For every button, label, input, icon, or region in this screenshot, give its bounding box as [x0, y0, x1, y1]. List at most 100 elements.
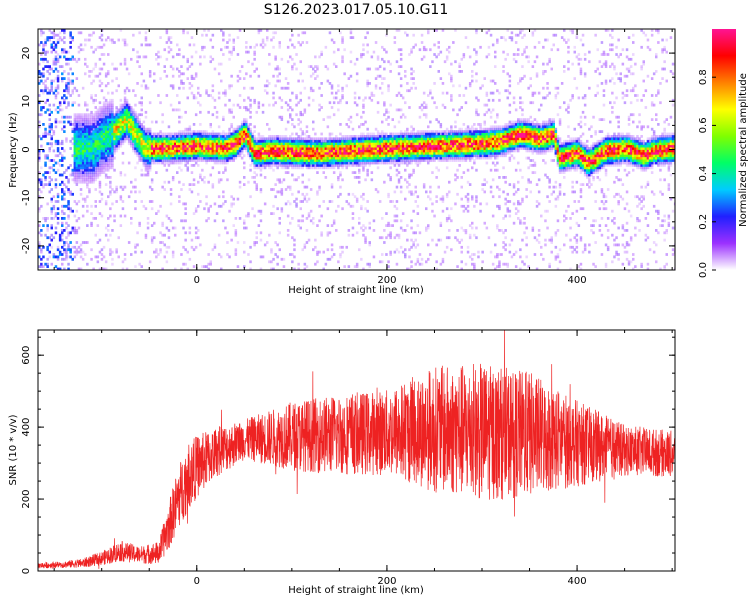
spectrogram-cell [130, 137, 133, 141]
spectrogram-cell [320, 164, 323, 167]
spectrogram-cell [215, 159, 219, 162]
spectrogram-cell [48, 108, 51, 112]
spectrogram-cell [253, 144, 256, 148]
spectrogram-cell [399, 219, 403, 223]
spectrogram-cell [213, 159, 217, 162]
spectrogram-cell [71, 36, 74, 39]
spectrogram-cell [113, 139, 116, 143]
spectrogram-cell [328, 147, 332, 150]
spectrogram-cell [144, 43, 148, 47]
spectrogram-cell [56, 110, 60, 114]
spectrogram-cell [113, 113, 116, 117]
spectrogram-cell [178, 70, 181, 73]
spectrogram-cell [282, 161, 286, 165]
spectrogram-cell [115, 139, 118, 143]
spectrogram-cell [215, 110, 219, 114]
spectrogram-cell [109, 250, 112, 254]
spectrogram-cell [155, 212, 158, 215]
spectrogram-cell [65, 89, 68, 93]
spectrogram-cell [182, 154, 185, 158]
spectrogram-cell [270, 212, 273, 215]
spectrogram-cell [280, 137, 284, 141]
spectrogram-cell [132, 130, 135, 133]
spectrogram-cell [335, 137, 338, 141]
spectrogram-cell [224, 159, 227, 162]
spectrogram-cell [201, 142, 204, 146]
spectrogram-cell [399, 137, 403, 141]
spectrogram-cell [341, 36, 344, 39]
spectrogram-cell [341, 55, 344, 59]
spectrogram-cell [335, 156, 338, 160]
spectrogram-cell [102, 151, 106, 155]
spectrogram-cell [230, 137, 233, 141]
spectrogram-cell [232, 197, 235, 201]
spectrogram-cell [48, 147, 51, 150]
spectrogram-cell [303, 197, 307, 201]
spectrogram-cell [88, 166, 91, 170]
spectrogram-cell [56, 147, 60, 150]
spectrogram-cell [439, 125, 443, 129]
spectrogram-cell [107, 127, 110, 131]
spectrogram-cell [368, 96, 371, 100]
spectrogram-cell [412, 137, 415, 141]
spectrogram-cell [136, 147, 139, 150]
spectrogram-cell [330, 38, 334, 42]
spectrogram-cell [385, 108, 388, 112]
spectrogram-cell [56, 248, 60, 252]
spectrogram-cell [184, 238, 187, 242]
spectrogram-cell [134, 147, 137, 150]
spectrogram-cell [75, 231, 79, 235]
spectrogram-cell [199, 156, 202, 160]
spectrogram-cell [425, 207, 428, 211]
spectrogram-cell [73, 151, 77, 155]
spectrogram-cell [144, 36, 148, 39]
spectrogram-cell [155, 154, 158, 158]
spectrogram-cell [372, 151, 376, 155]
spectrogram-cell [272, 149, 275, 153]
spectrogram-cell [293, 164, 296, 167]
spectrogram-cell [360, 195, 363, 199]
spectrogram-cell [358, 151, 361, 155]
spectrogram-cell [107, 36, 110, 39]
spectrogram-cell [67, 200, 70, 203]
spectrogram-cell [209, 260, 212, 264]
spectrogram-cell [86, 262, 89, 266]
spectrogram-cell [42, 67, 45, 71]
spectrogram-cell [253, 142, 256, 146]
spectrogram-cell [96, 118, 100, 121]
spectrogram-cell [73, 135, 77, 138]
spectrogram-cell [425, 149, 428, 153]
spectrogram-cell [161, 135, 164, 138]
spectrogram-cell [61, 229, 64, 232]
spectrogram-cell [209, 142, 212, 146]
spectrogram-cell [50, 245, 53, 249]
spectrogram-cell [337, 144, 340, 148]
spectrogram-cell [270, 149, 273, 153]
spectrogram-cell [199, 159, 202, 162]
spectrogram-cell [222, 130, 225, 133]
spectrogram-cell [92, 101, 95, 105]
spectrogram-cell [399, 156, 403, 160]
spectrogram-cell [67, 214, 70, 218]
spectrogram-cell [102, 127, 106, 131]
spectrogram-cell [188, 147, 192, 150]
spectrogram-cell [414, 151, 417, 155]
spectrogram-cell [272, 151, 275, 155]
spectrogram-cell [226, 135, 229, 138]
spectrogram-cell [427, 149, 430, 153]
spectrogram-cell [209, 151, 212, 155]
spectrogram-cell [77, 115, 81, 119]
spectrogram-cell [360, 123, 363, 126]
spectrogram-cell [44, 219, 47, 223]
spectrogram-cell [222, 190, 225, 194]
spectrogram-cell [84, 72, 87, 76]
spectrogram-cell [146, 226, 150, 230]
spectrogram-cell [176, 156, 179, 160]
spectrogram-cell [134, 110, 137, 114]
spectrogram-cell [58, 38, 62, 42]
spectrogram-cell [54, 55, 58, 59]
spectrogram-cell [44, 65, 47, 68]
spectrogram-cell [127, 110, 131, 114]
spectrogram-cell [163, 144, 166, 148]
spectrogram-cell [404, 151, 407, 155]
